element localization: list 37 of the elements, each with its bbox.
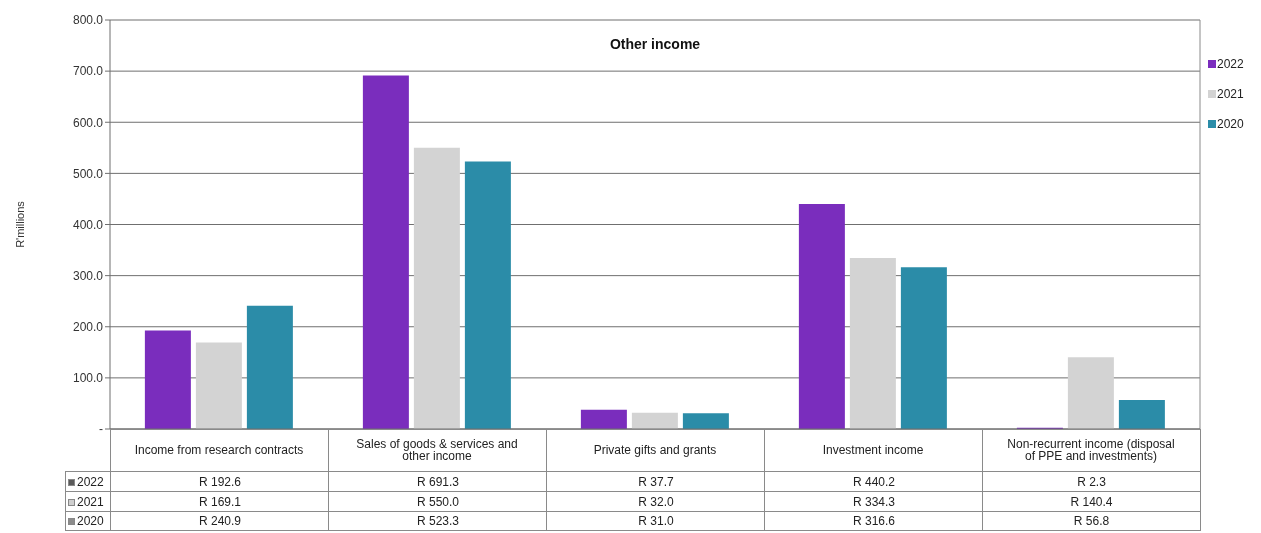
y-tick-label: -	[99, 422, 103, 437]
data-label: R 140.4	[982, 491, 1201, 512]
y-tick-label: 500.0	[72, 166, 104, 181]
x-tick-label: Non-recurrent income (disposal of PPE and investments)	[1007, 437, 1175, 464]
data-label: R 31.0	[546, 511, 765, 531]
x-tick-label: Private gifts and grants	[593, 443, 717, 458]
y-tick-label: 300.0	[72, 268, 104, 283]
data-label: R 32.0	[546, 491, 765, 512]
data-label: R 169.1	[110, 491, 329, 512]
data-label: R 523.3	[328, 511, 547, 531]
data-label: R 240.9	[110, 511, 329, 531]
text: 2020	[77, 514, 104, 528]
data-label: R 691.3	[328, 471, 547, 492]
text: 2022	[77, 475, 104, 489]
text: 2021	[77, 495, 104, 509]
legend-label: 2020	[1217, 117, 1244, 131]
legend-label: 2022	[1217, 57, 1244, 71]
y-tick-label: 800.0	[72, 13, 104, 28]
data-label: R 2.3	[982, 471, 1201, 492]
text: Other income	[608, 36, 702, 52]
data-label: R 37.7	[546, 471, 765, 492]
data-label: R 334.3	[764, 491, 983, 512]
x-tick-label: Sales of goods & services and other income	[356, 437, 518, 464]
y-tick-label: 700.0	[72, 64, 104, 79]
y-tick-label: 600.0	[72, 115, 104, 130]
data-label: R 192.6	[110, 471, 329, 492]
data-label: R 550.0	[328, 491, 547, 512]
y-tick-label: 200.0	[72, 320, 104, 335]
data-label: R 316.6	[764, 511, 983, 531]
data-label: R 56.8	[982, 511, 1201, 531]
y-tick-label: 400.0	[72, 217, 104, 232]
x-tick-label: Income from research contracts	[134, 443, 304, 458]
x-tick-label: Investment income	[822, 443, 924, 458]
y-axis-title: R'millions	[13, 200, 26, 248]
y-tick-label: 100.0	[72, 371, 104, 386]
legend-label: 2021	[1217, 87, 1244, 101]
data-label: R 440.2	[764, 471, 983, 492]
